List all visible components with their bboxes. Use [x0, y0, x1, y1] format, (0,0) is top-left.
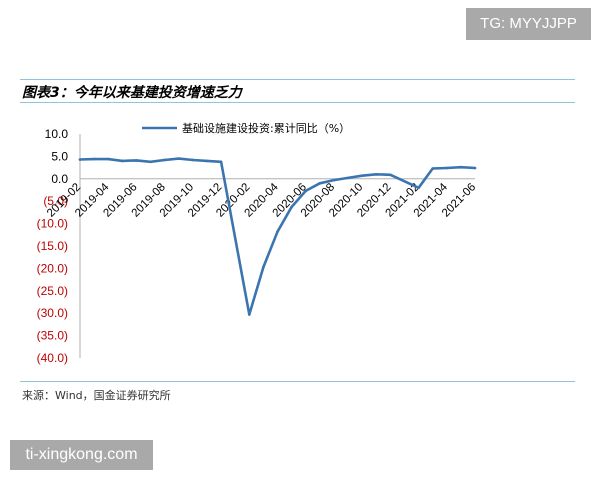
title-bottom-rule	[20, 102, 575, 103]
data-point	[332, 178, 336, 182]
source-top-rule	[20, 381, 575, 382]
data-point	[346, 176, 350, 180]
data-point	[106, 157, 110, 161]
y-tick-label: (40.0)	[37, 351, 68, 365]
data-point	[417, 186, 420, 190]
data-point	[121, 159, 124, 163]
watermark-bottom: ti-xingkong.com	[10, 440, 153, 470]
y-tick-label: (20.0)	[37, 261, 68, 275]
data-point	[459, 165, 463, 169]
data-point	[205, 159, 209, 163]
data-point	[374, 173, 378, 176]
data-point	[177, 157, 181, 160]
source-note: 来源：Wind，国金证券研究所	[22, 389, 171, 402]
y-tick-label: 5.0	[51, 149, 68, 163]
data-point	[219, 160, 223, 164]
title-top-rule	[20, 79, 575, 80]
data-point	[92, 157, 96, 161]
data-point	[163, 158, 166, 162]
y-tick-label: 10.0	[45, 127, 69, 141]
y-tick-label: (25.0)	[37, 284, 68, 298]
data-point	[276, 230, 279, 233]
y-tick-label: (30.0)	[37, 306, 68, 320]
data-point	[149, 160, 152, 164]
watermark-top: TG: MYYJJPP	[466, 8, 591, 40]
data-point	[389, 173, 392, 177]
figure-title: 图表3：今年以来基建投资增速乏力	[22, 85, 242, 101]
data-point	[318, 181, 322, 185]
data-point	[247, 313, 251, 316]
y-tick-label: (5.0)	[43, 194, 68, 208]
data-point	[304, 189, 308, 193]
legend-label: 基础设施建设投资:累计同比（%）	[182, 121, 350, 135]
data-point	[431, 167, 434, 170]
y-tick-label: (35.0)	[37, 329, 68, 343]
y-tick-label: (10.0)	[37, 217, 68, 231]
y-tick-label: 0.0	[51, 172, 68, 186]
y-tick-label: (15.0)	[37, 239, 68, 253]
data-point	[78, 158, 82, 161]
data-point	[191, 158, 195, 162]
series-line	[78, 157, 477, 316]
data-point	[473, 166, 477, 170]
data-point	[290, 205, 293, 209]
data-point	[135, 159, 138, 162]
data-point	[445, 166, 449, 170]
data-point	[262, 265, 265, 269]
data-point	[360, 174, 364, 177]
